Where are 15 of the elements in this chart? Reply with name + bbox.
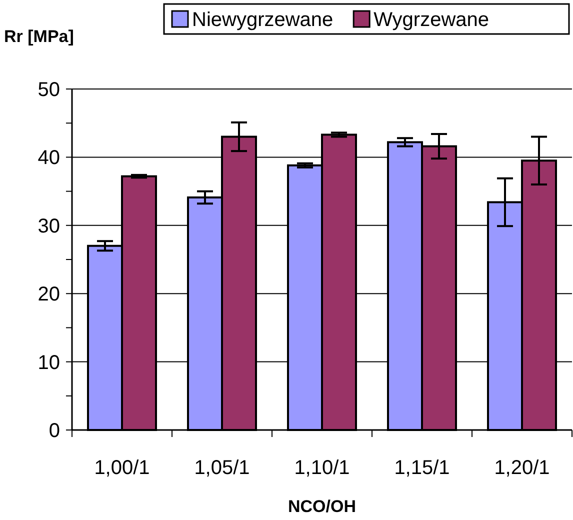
y-tick-label: 0: [48, 420, 60, 442]
y-tick-label: 20: [38, 284, 60, 306]
x-tick-label: 1,05/1: [194, 457, 250, 479]
x-tick-label: 1,20/1: [494, 457, 550, 479]
y-tick-label: 50: [38, 79, 60, 101]
y-tick-label: 10: [38, 352, 60, 374]
y-tick-label: 40: [38, 147, 60, 170]
x-axis-title: NCO/OH: [288, 497, 356, 516]
legend-label: Wygrzewane: [374, 9, 490, 31]
x-tick-label: 1,00/1: [94, 457, 150, 479]
y-tick-label: 30: [38, 215, 60, 238]
x-tick-label: 1,15/1: [394, 457, 450, 479]
y-axis-title: Rr [MPa]: [4, 27, 74, 46]
x-tick-label: 1,10/1: [294, 457, 350, 479]
legend-label: Niewygrzewane: [192, 9, 334, 31]
